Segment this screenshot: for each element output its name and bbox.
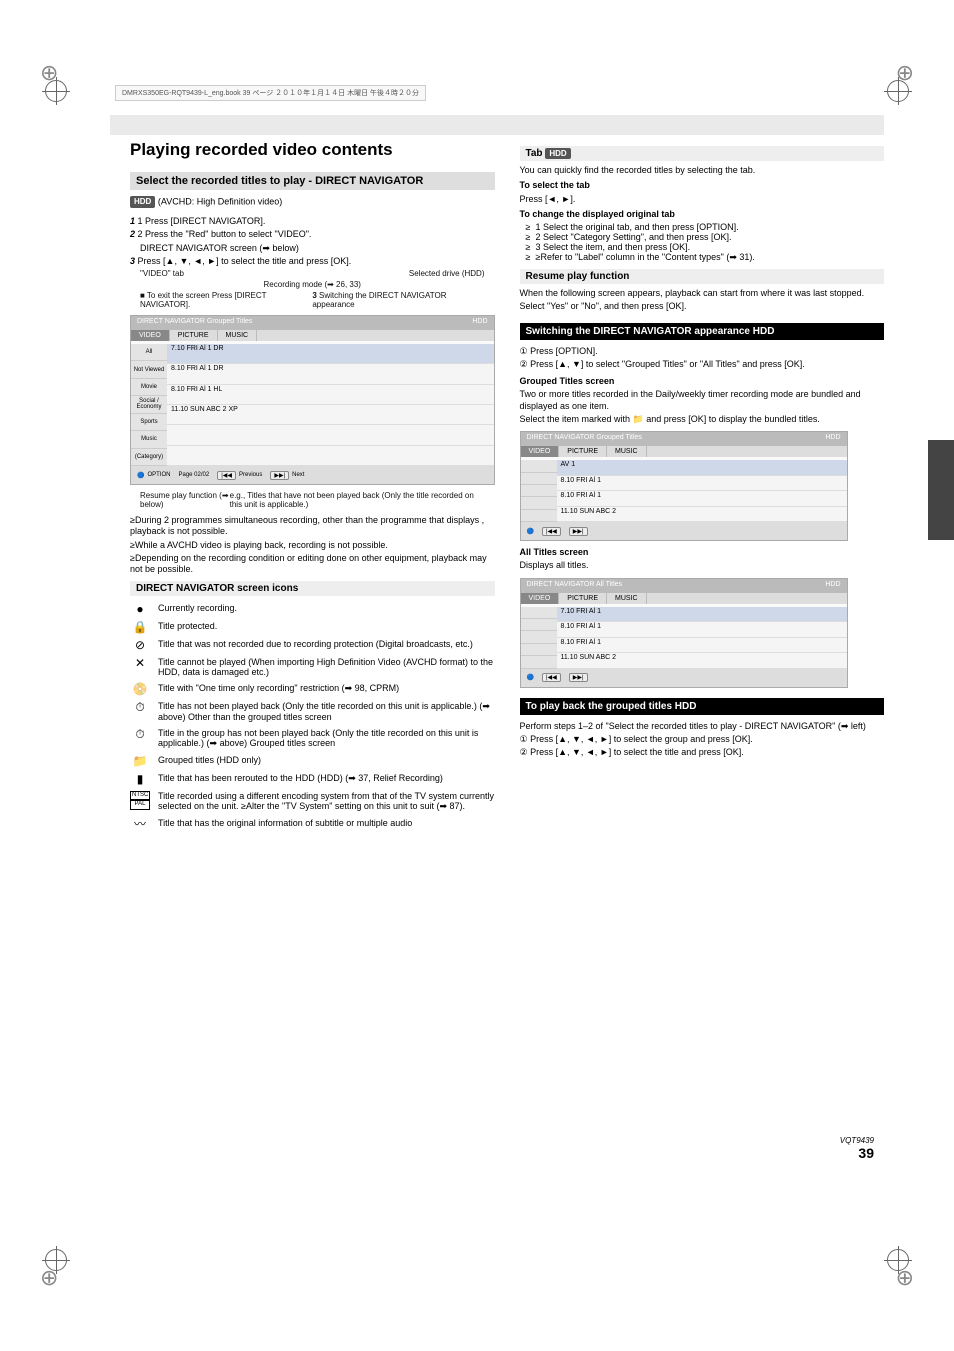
list-item: 7.10 FRI Al 1 DR <box>167 344 494 364</box>
page-number: VQT9439 39 <box>840 1136 874 1161</box>
note-1: ≥During 2 programmes simultaneous record… <box>130 515 495 538</box>
step-1: 1 1 Press [DIRECT NAVIGATOR]. <box>130 216 495 227</box>
left-column: Playing recorded video contents Select t… <box>130 140 495 833</box>
callout-recmode: Recording mode (➡ 26, 33) <box>130 280 495 289</box>
lock-icon: 🔒 <box>130 621 150 633</box>
tab-change-steps: 1 Select the original tab, and then pres… <box>526 222 885 263</box>
strip-switching: Switching the DIRECT NAVIGATOR appearanc… <box>520 323 885 340</box>
grouped-screenshot: DIRECT NAVIGATOR Grouped TitlesHDD VIDEO… <box>520 431 848 541</box>
list-item <box>167 446 494 466</box>
step-3: 3 Press [▲, ▼, ◄, ►] to select the title… <box>130 256 495 267</box>
section-band: Select the recorded titles to play - DIR… <box>130 172 495 190</box>
print-bar: DMRXS350EG-RQT9439-L_eng.book 39 ページ ２０１… <box>115 85 426 101</box>
list-item <box>167 425 494 445</box>
resume-text: When the following screen appears, playb… <box>520 288 885 299</box>
relief-icon: ▮ <box>130 773 150 785</box>
step-2b: DIRECT NAVIGATOR screen (➡ below) <box>130 243 495 254</box>
registration-mark <box>45 1249 67 1271</box>
header-strip <box>110 115 884 135</box>
x-icon: ✕ <box>130 657 150 669</box>
resume-heading: Resume play function <box>520 269 885 284</box>
copyonce-icon: 📀 <box>130 683 150 695</box>
all-text: Displays all titles. <box>520 560 885 571</box>
registration-mark <box>45 80 67 102</box>
subtitle-icon: 〰 <box>130 818 150 830</box>
right-column: Tab HDD You can quickly find the recorde… <box>520 140 885 833</box>
playgroup-step-2: ② Press [▲, ▼, ◄, ►] to select the title… <box>520 747 885 758</box>
icon-table: ●Currently recording. 🔒Title protected. … <box>130 600 495 833</box>
callouts-mid: ■ To exit the screen Press [DIRECT NAVIG… <box>140 291 485 309</box>
all-heading: All Titles screen <box>520 547 885 558</box>
group-icon: 📁 <box>130 755 150 767</box>
drive-line: HDD (AVCHD: High Definition video) <box>130 196 495 208</box>
hdd-badge: HDD <box>545 148 570 159</box>
grouped-heading: Grouped Titles screen <box>520 376 885 387</box>
tab-select-hd: To select the tab <box>520 180 885 191</box>
tab-picture: PICTURE <box>170 330 218 341</box>
grouped-text: Two or more titles recorded in the Daily… <box>520 389 885 412</box>
side-tab <box>928 440 954 540</box>
tab-select: Press [◄, ►]. <box>520 194 885 205</box>
grouped-text-2: Select the item marked with 📁 and press … <box>520 414 885 425</box>
icons-heading: DIRECT NAVIGATOR screen icons <box>130 581 495 596</box>
note-3: ≥Depending on the recording condition or… <box>130 553 495 576</box>
playgroup-step-1: ① Press [▲, ▼, ◄, ►] to select the group… <box>520 734 885 745</box>
step-2: 2 2 Press the "Red" button to select "VI… <box>130 229 495 240</box>
registration-mark <box>887 80 909 102</box>
hdd-badge: HDD <box>130 196 155 208</box>
strip-playgroup: To play back the grouped titles HDD <box>520 698 885 715</box>
list-item: 8.10 FRI Al 1 HL <box>167 385 494 405</box>
tab-music: MUSIC <box>218 330 258 341</box>
page-title: Playing recorded video contents <box>130 140 495 160</box>
note-2: ≥While a AVCHD video is playing back, re… <box>130 540 495 551</box>
list-item: 8.10 FRI Al 1 DR <box>167 364 494 384</box>
directnav-screenshot: DIRECT NAVIGATOR Grouped Titles HDD VIDE… <box>130 315 495 485</box>
list-item: 11.10 SUN ABC 2 XP <box>167 405 494 425</box>
ntsc-pal-icon: NTSCPAL <box>130 791 150 809</box>
switching-step-1: ① Press [OPTION]. <box>520 346 885 357</box>
tab-video: VIDEO <box>131 330 170 341</box>
unplayed-group-icon: ⏱ <box>130 728 150 740</box>
alltitles-screenshot: DIRECT NAVIGATOR All TitlesHDD VIDEO PIC… <box>520 578 848 688</box>
playgroup-intro: Perform steps 1–2 of "Select the recorde… <box>520 721 885 732</box>
rec-icon: ● <box>130 603 150 615</box>
unplayed-icon: ⏱ <box>130 701 150 713</box>
tab-text: You can quickly find the recorded titles… <box>520 165 885 176</box>
tab-heading: Tab HDD <box>520 146 885 161</box>
switching-step-2: ② Press [▲, ▼] to select "Grouped Titles… <box>520 359 885 370</box>
resume-step: Select "Yes" or "No", and then press [OK… <box>520 301 885 312</box>
callouts-bottom: Resume play function (➡ below) e.g., Tit… <box>140 491 485 509</box>
noplay-icon: ⊘ <box>130 639 150 651</box>
tab-change-hd: To change the displayed original tab <box>520 209 885 220</box>
registration-mark <box>887 1249 909 1271</box>
callouts-top: "VIDEO" tab Selected drive (HDD) <box>140 269 485 278</box>
